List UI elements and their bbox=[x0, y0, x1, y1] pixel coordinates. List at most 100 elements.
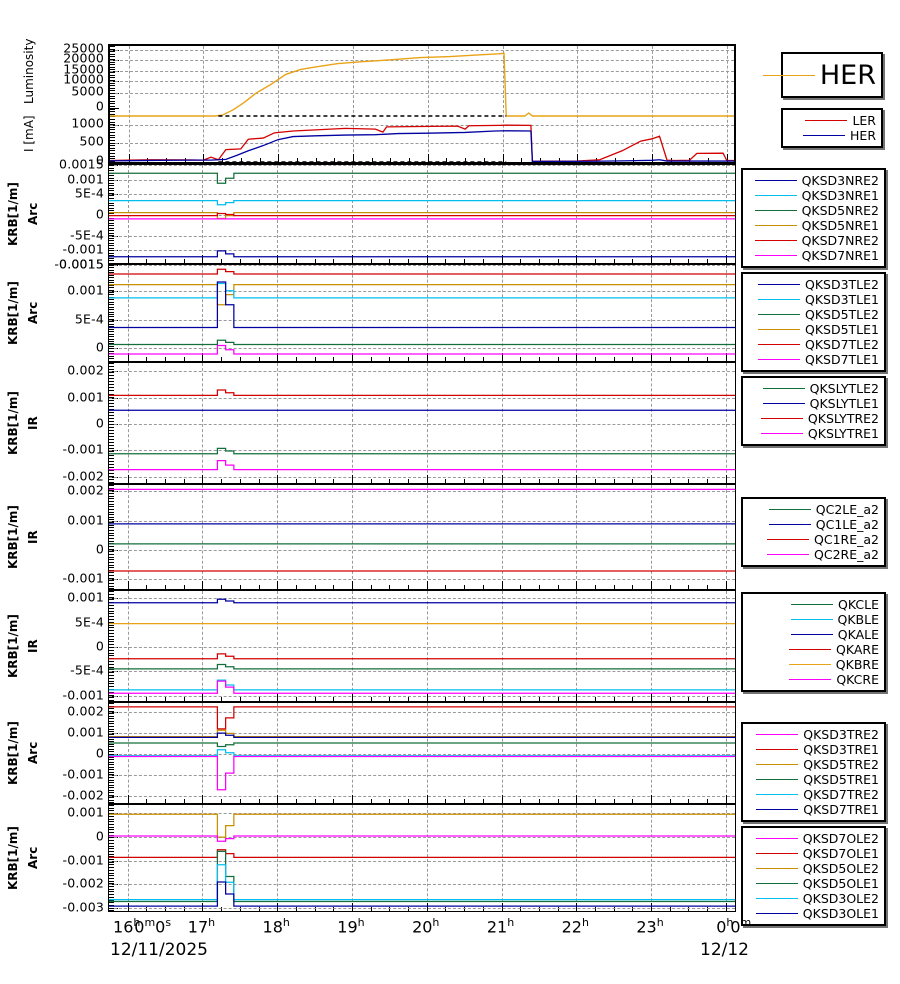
x-axis-tick bbox=[370, 357, 372, 361]
y-axis-minor-tick bbox=[109, 265, 114, 266]
legend-entry[interactable]: QKSD3NRE2 bbox=[747, 173, 879, 188]
y-axis-minor-tick bbox=[109, 842, 114, 844]
legend-entry[interactable]: QKSLYTLE2 bbox=[747, 381, 879, 396]
legend-entry[interactable]: QKSD7OLE1 bbox=[747, 846, 879, 861]
legend-line-swatch bbox=[755, 883, 798, 884]
y-axis-labels: 25000 20000 15000 10000 5000 0 1000 500 0 bbox=[0, 41, 106, 168]
krb-arc-tre-panel bbox=[108, 702, 736, 804]
y-axis-tick-label: 0.001 bbox=[67, 282, 104, 298]
y-axis-minor-tick bbox=[110, 103, 115, 105]
legend-entry[interactable]: QC1LE_a2 bbox=[747, 517, 879, 532]
arc-ole-legend[interactable]: QKSD7OLE2 QKSD7OLE1 QKSD5OLE2 QKSD5OLE1 QKSD… bbox=[741, 826, 886, 926]
legend-entry[interactable]: LER bbox=[787, 113, 876, 128]
x-axis-tick bbox=[127, 475, 129, 483]
luminosity-legend[interactable]: HER bbox=[762, 52, 883, 98]
x-axis-tick bbox=[127, 795, 129, 803]
x-axis-tick bbox=[557, 585, 559, 589]
y-axis-minor-tick bbox=[110, 53, 115, 55]
ir-qc-legend[interactable]: QC2LE_a2 QC1LE_a2 QC1RE_a2 QC2RE_a2 bbox=[741, 497, 886, 567]
legend-entry[interactable]: QC1RE_a2 bbox=[747, 532, 879, 547]
series-LER bbox=[110, 124, 734, 162]
y-axis-minor-tick bbox=[110, 142, 115, 144]
legend-entry[interactable]: QKSD7TLE1 bbox=[747, 352, 879, 367]
legend-entry[interactable]: QKSD5TRE1 bbox=[747, 772, 879, 787]
y-axis-minor-tick bbox=[109, 583, 114, 585]
y-axis-tick-label: -0.003 bbox=[62, 899, 104, 915]
x-axis-tick bbox=[221, 799, 223, 803]
x-axis-tick bbox=[277, 353, 279, 361]
legend-entry[interactable]: QKSD3TLE2 bbox=[747, 277, 879, 292]
y-axis-minor-tick bbox=[109, 424, 114, 425]
legend-entry[interactable]: QKBRE bbox=[747, 657, 879, 672]
y-axis-minor-tick bbox=[110, 116, 115, 118]
x-axis-tick bbox=[127, 353, 129, 361]
y-axis-minor-tick bbox=[109, 577, 114, 579]
legend-entry[interactable]: QKSD5TRE2 bbox=[747, 757, 879, 772]
y-axis-minor-tick bbox=[109, 540, 114, 542]
legend-entry[interactable]: QC2LE_a2 bbox=[747, 502, 879, 517]
legend-entry[interactable]: HER bbox=[787, 128, 876, 143]
y-axis-minor-tick bbox=[110, 77, 115, 79]
legend-entry[interactable]: QKSD7OLE2 bbox=[747, 831, 879, 846]
y-axis-minor-tick bbox=[109, 294, 114, 296]
legend-entry[interactable]: QC2RE_a2 bbox=[747, 547, 879, 562]
legend-entry[interactable]: QKSD5TLE2 bbox=[747, 307, 879, 322]
legend-entry-label: QKSD5TLE1 bbox=[805, 322, 879, 337]
y-axis-minor-tick bbox=[109, 787, 114, 789]
arc-tle-legend[interactable]: QKSD3TLE2 QKSD3TLE1 QKSD5TLE2 QKSD5TLE1 QKSD… bbox=[741, 272, 886, 372]
legend-line-swatch bbox=[754, 195, 797, 196]
legend-entry[interactable]: QKBLE bbox=[747, 612, 879, 627]
legend-entry[interactable]: QKSD5NRE2 bbox=[747, 203, 879, 218]
x-axis-tick bbox=[576, 581, 578, 589]
legend-entry[interactable]: QKSD3NRE1 bbox=[747, 188, 879, 203]
legend-entry[interactable]: QKSD5TLE1 bbox=[747, 322, 879, 337]
y-axis-tick-label: -0.002 bbox=[62, 468, 104, 484]
legend-entry[interactable]: QKSD5NRE1 bbox=[747, 218, 879, 233]
x-axis-tick bbox=[277, 475, 279, 483]
legend-entry[interactable]: QKSLYTRE1 bbox=[747, 426, 879, 441]
legend-entry[interactable]: QKSD7TLE2 bbox=[747, 337, 879, 352]
x-axis-tick bbox=[708, 158, 710, 162]
y-axis-minor-tick bbox=[109, 621, 114, 623]
y-axis-tick-label: 0.001 bbox=[67, 512, 104, 527]
legend-entry[interactable]: QKSD5OLE1 bbox=[747, 876, 879, 891]
legend-entry[interactable]: QKALE bbox=[747, 627, 879, 642]
legend-entry[interactable]: QKSD3OLE2 bbox=[747, 891, 879, 906]
y-axis-tick-label: 0 bbox=[95, 98, 104, 114]
legend-entry[interactable]: QKARE bbox=[747, 642, 879, 657]
y-axis-minor-tick bbox=[109, 326, 114, 328]
y-axis-minor-tick bbox=[109, 794, 114, 796]
y-axis-minor-tick bbox=[110, 56, 115, 58]
legend-entry[interactable]: QKSD7TRE2 bbox=[747, 787, 879, 802]
legend-entry[interactable]: QKSD7NRE1 bbox=[747, 248, 879, 263]
legend-entry-label: QKBLE bbox=[837, 612, 879, 627]
legend-line-swatch bbox=[755, 853, 798, 854]
legend-line-swatch bbox=[756, 794, 799, 795]
legend-entry[interactable]: QKSD7TRE1 bbox=[747, 802, 879, 817]
gridline-horizontal bbox=[110, 162, 734, 163]
legend-entry[interactable]: QKSD3TLE1 bbox=[747, 292, 879, 307]
legend-entry[interactable]: QKSD5OLE2 bbox=[747, 861, 879, 876]
y-axis-tick-label: -0.001 bbox=[62, 241, 104, 257]
ir-slyt-legend[interactable]: QKSLYTLE2 QKSLYTLE1 QKSLYTRE2 QKSLYTRE1 bbox=[741, 376, 886, 446]
current-legend[interactable]: LER HER bbox=[781, 108, 883, 148]
legend-entry[interactable]: QKCRE bbox=[747, 672, 879, 687]
arc-nre-legend[interactable]: QKSD3NRE2 QKSD3NRE1 QKSD5NRE2 QKSD5NRE1 QKSD… bbox=[741, 168, 886, 268]
legend-entry[interactable]: QKSD7NRE2 bbox=[747, 233, 879, 248]
legend-entry[interactable]: QKSD3TRE2 bbox=[747, 727, 879, 742]
y-axis-minor-tick bbox=[110, 129, 115, 131]
y-axis-minor-tick bbox=[109, 180, 114, 181]
legend-line-swatch bbox=[805, 120, 848, 121]
legend-entry[interactable]: QKSLYTLE1 bbox=[747, 396, 879, 411]
arc-tre-legend[interactable]: QKSD3TRE2 QKSD3TRE1 QKSD5TRE2 QKSD5TRE1 QKSD… bbox=[741, 722, 886, 822]
legend-entry[interactable]: QKCLE bbox=[747, 597, 879, 612]
ir-qk-legend[interactable]: QKCLE QKBLE QKALE QKARE QKBRE QKCRE bbox=[741, 592, 886, 692]
x-axis-tick bbox=[613, 585, 615, 589]
legend-entry[interactable]: QKSLYTRE2 bbox=[747, 411, 879, 426]
legend-entry[interactable]: QKSD3TRE1 bbox=[747, 742, 879, 757]
y-axis-minor-tick bbox=[109, 610, 114, 612]
y-axis-minor-tick bbox=[110, 74, 115, 76]
legend-entry[interactable]: QKSD3OLE1 bbox=[747, 906, 879, 921]
y-axis-minor-tick bbox=[109, 187, 114, 189]
legend-entry[interactable]: HER bbox=[762, 57, 876, 93]
